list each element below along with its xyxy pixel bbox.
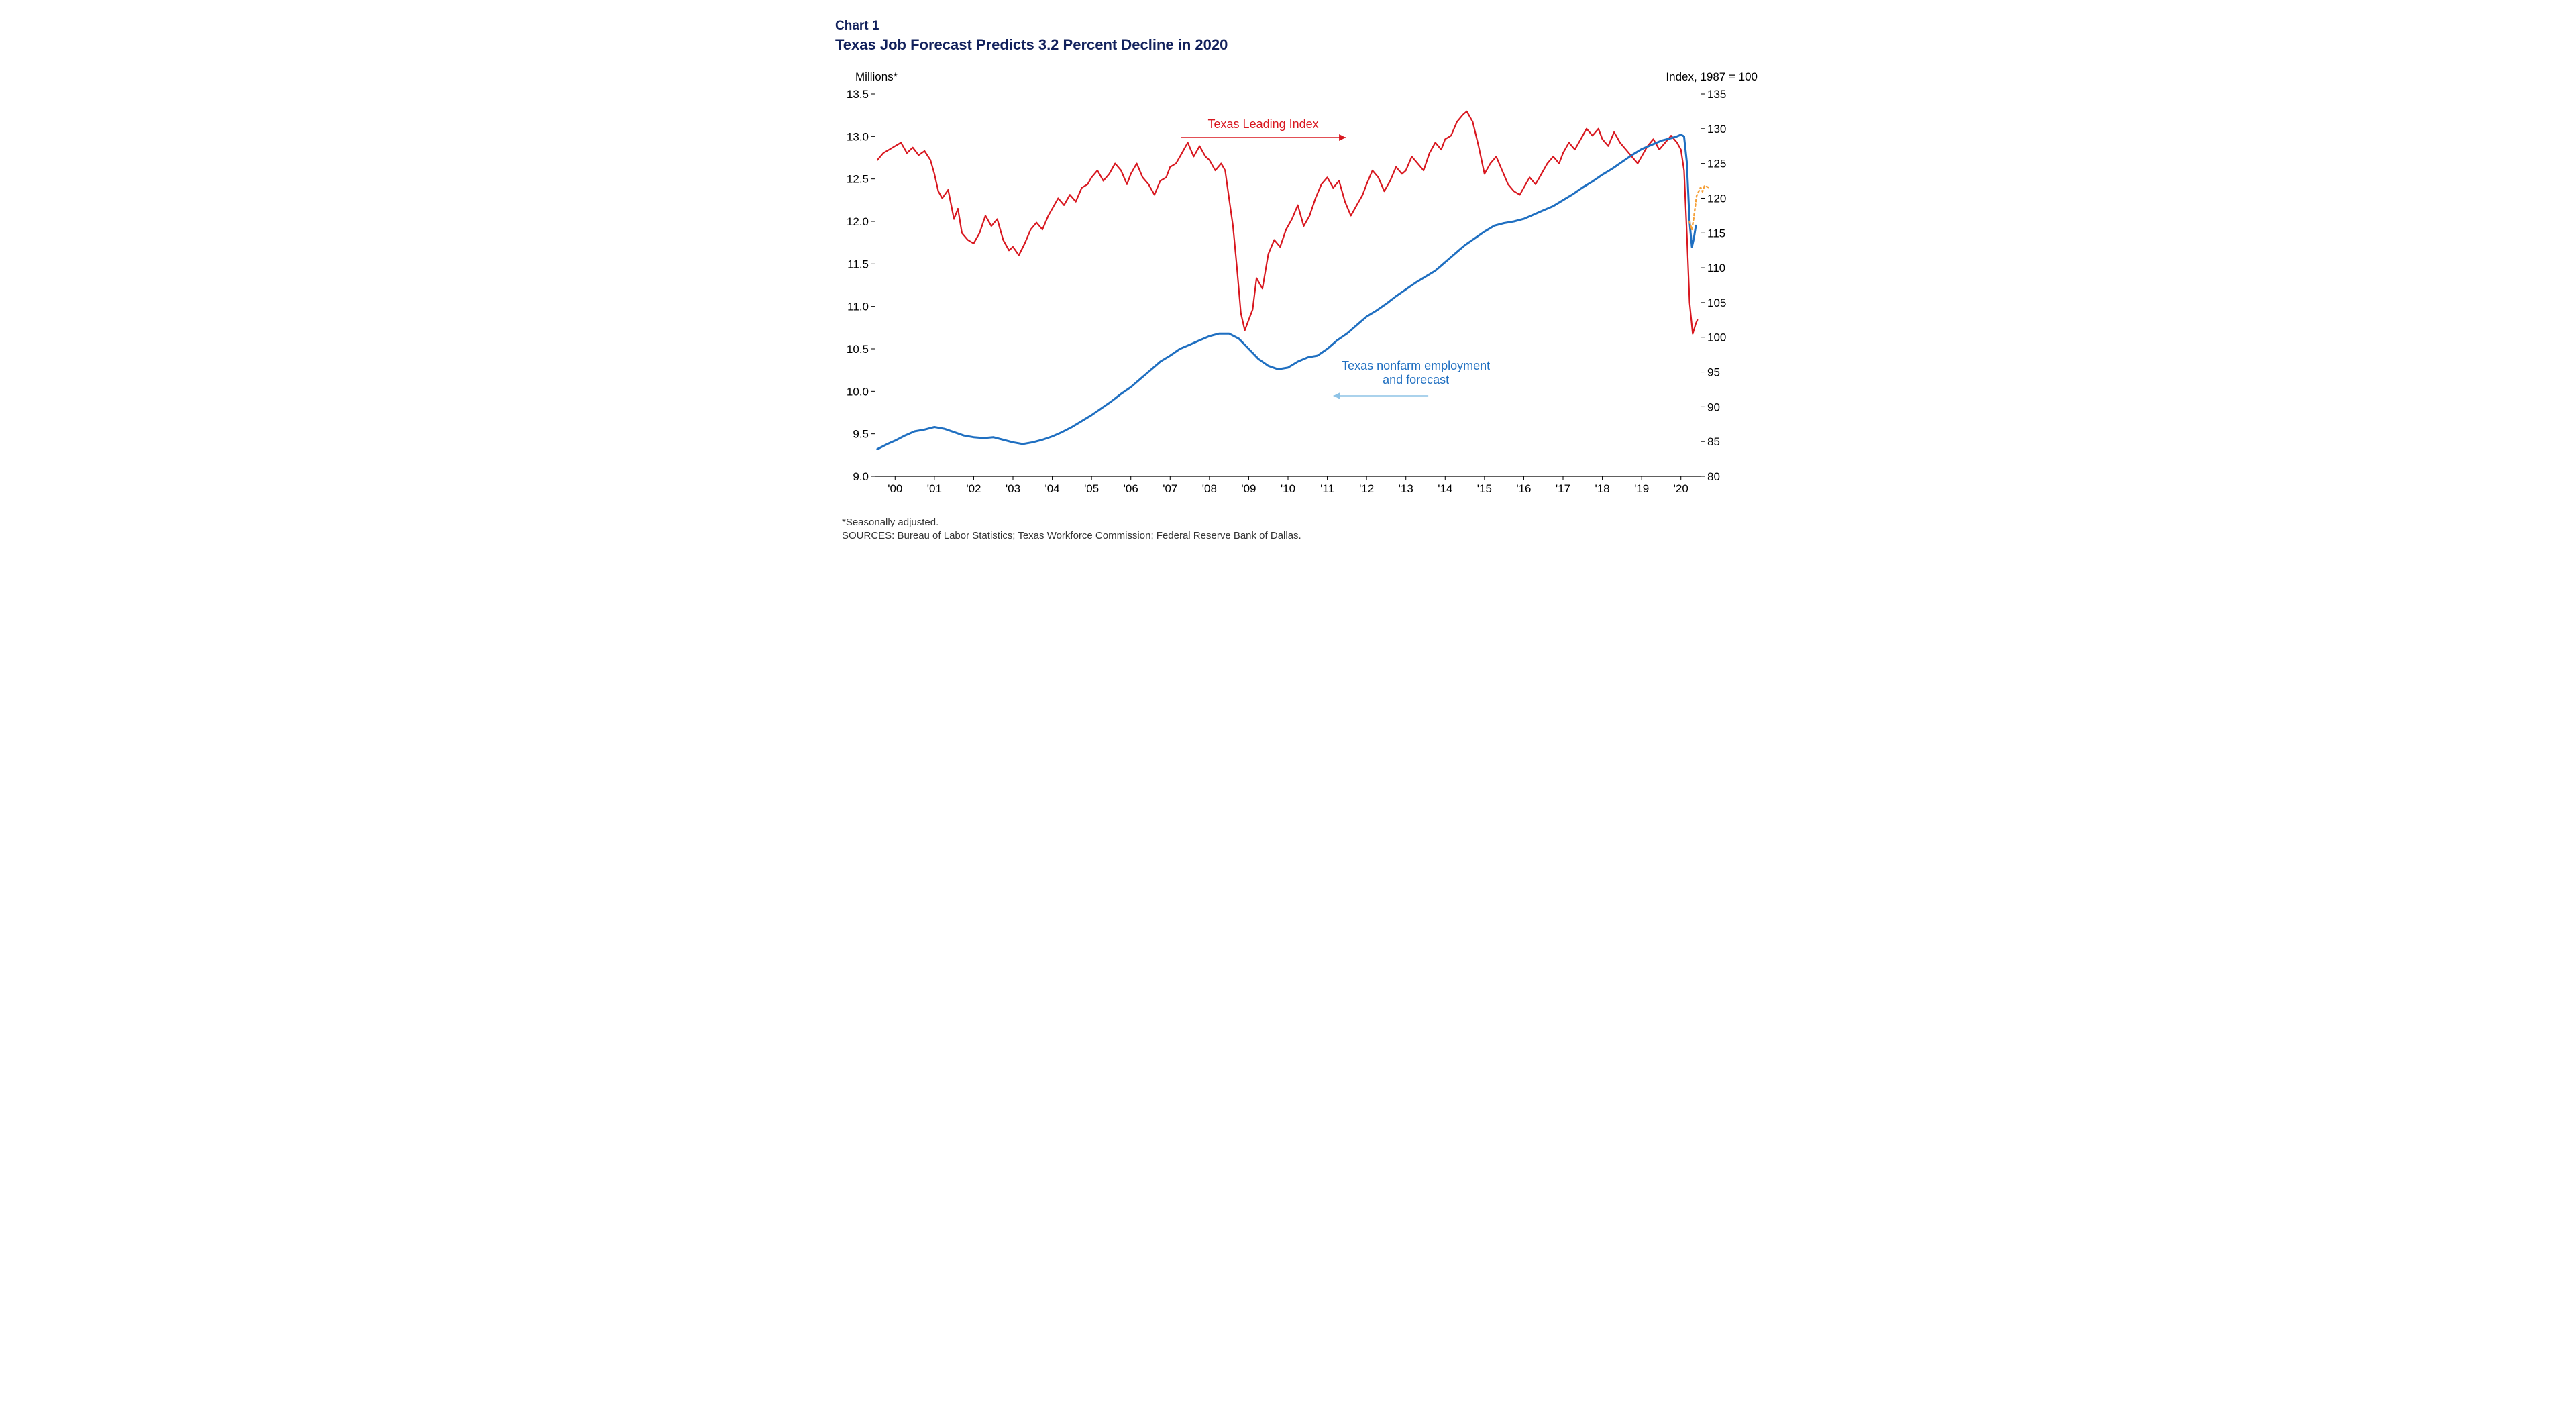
svg-text:130: 130 [1707,123,1726,136]
annotation-leading_index_label: Texas Leading Index [1163,117,1364,131]
svg-text:105: 105 [1707,297,1726,309]
svg-text:10.0: 10.0 [847,385,869,398]
series-leading_index [877,111,1697,334]
svg-text:'00: '00 [888,482,902,495]
svg-text:100: 100 [1707,331,1726,344]
svg-text:'01: '01 [927,482,942,495]
svg-text:12.0: 12.0 [847,215,869,228]
svg-text:120: 120 [1707,192,1726,205]
svg-text:135: 135 [1707,88,1726,101]
svg-text:95: 95 [1707,366,1720,379]
svg-text:'16: '16 [1516,482,1531,495]
svg-text:'17: '17 [1556,482,1570,495]
chart-container: Chart 1 Texas Job Forecast Predicts 3.2 … [795,7,1781,543]
chart-plot-svg: 9.0 9.5 10.0 10.5 11.0 11.5 12.0 12.5 13.0 13.5 80… [795,7,1781,543]
svg-text:115: 115 [1707,227,1725,240]
series-nonfarm_employment [877,135,1696,450]
svg-text:11.5: 11.5 [847,258,869,270]
svg-text:11.0: 11.0 [847,301,869,313]
svg-text:'14: '14 [1438,482,1452,495]
svg-text:'07: '07 [1163,482,1177,495]
svg-text:85: 85 [1707,435,1720,448]
chart-footnote: *Seasonally adjusted. [842,517,938,528]
svg-text:'12: '12 [1359,482,1374,495]
svg-text:'06: '06 [1124,482,1138,495]
svg-text:13.5: 13.5 [847,88,869,101]
svg-text:'19: '19 [1634,482,1649,495]
svg-text:'11: '11 [1320,482,1334,495]
annotation-arrowhead-employment_label [1334,392,1340,399]
svg-text:80: 80 [1707,470,1720,483]
svg-text:9.5: 9.5 [853,428,869,441]
svg-text:90: 90 [1707,401,1720,413]
chart-sources: SOURCES: Bureau of Labor Statistics; Tex… [842,530,1301,541]
annotation-arrowhead-leading_index_label [1339,134,1346,141]
svg-text:12.5: 12.5 [847,173,869,186]
svg-text:'20: '20 [1674,482,1688,495]
svg-text:110: 110 [1707,262,1725,274]
svg-text:'09: '09 [1241,482,1256,495]
svg-text:'13: '13 [1399,482,1413,495]
series-employment_forecast [1690,186,1709,230]
svg-text:9.0: 9.0 [853,470,869,483]
svg-text:13.0: 13.0 [847,130,869,143]
annotation-employment_label: Texas nonfarm employmentand forecast [1316,359,1517,387]
svg-text:'04: '04 [1044,482,1059,495]
svg-text:'18: '18 [1595,482,1609,495]
svg-text:'03: '03 [1006,482,1020,495]
svg-text:'15: '15 [1477,482,1492,495]
svg-text:10.5: 10.5 [847,343,869,356]
svg-text:'10: '10 [1281,482,1295,495]
svg-text:'02: '02 [966,482,981,495]
svg-text:125: 125 [1707,158,1726,170]
svg-text:'08: '08 [1202,482,1217,495]
svg-text:'05: '05 [1084,482,1099,495]
